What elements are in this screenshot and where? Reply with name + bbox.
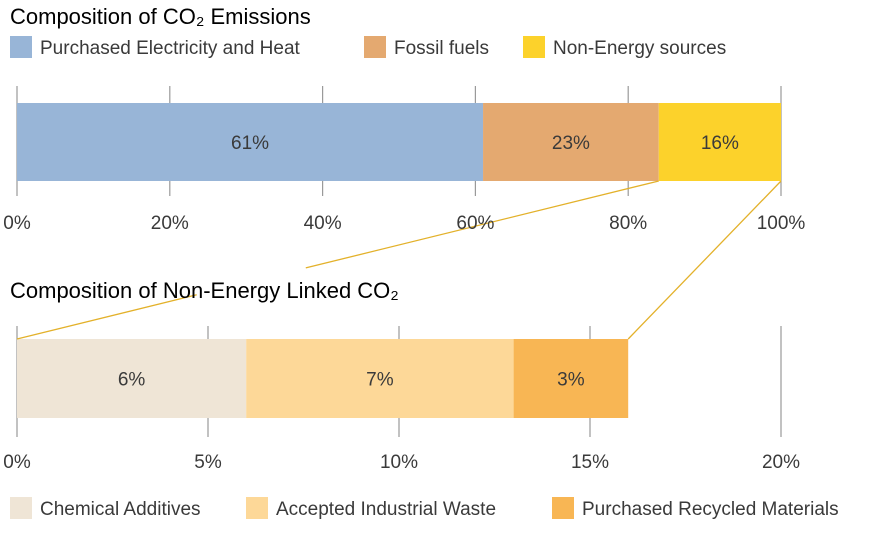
chart-1-tick-label: 80% <box>609 213 647 234</box>
chart-2-data-label: 6% <box>118 370 146 391</box>
chart-2-legend-label: Chemical Additives <box>40 499 201 520</box>
chart-1-bar-segment <box>17 103 484 181</box>
chart-2-legend-swatch <box>552 497 574 519</box>
chart-1-data-label: 23% <box>552 133 590 154</box>
chart-2-tick-label: 0% <box>3 452 31 473</box>
chart-2-title: Composition of Non-Energy Linked CO₂ <box>10 278 399 303</box>
chart-2-legend-swatch <box>10 497 32 519</box>
chart-1-data-label: 61% <box>231 133 269 154</box>
chart-1-legend-label: Fossil fuels <box>394 38 489 59</box>
connector-right <box>627 180 782 340</box>
chart-1-bar-segment <box>483 103 659 181</box>
chart-2-bar-segment <box>246 339 514 418</box>
chart-2-tick-label: 5% <box>194 452 222 473</box>
chart-2-legend-swatch <box>246 497 268 519</box>
chart-2-data-label: 7% <box>366 370 394 391</box>
chart-2-tick-label: 20% <box>762 452 800 473</box>
chart-1-title: Composition of CO₂ Emissions <box>10 4 311 29</box>
chart-1-legend-label: Non-Energy sources <box>553 38 726 59</box>
connector-left-upper <box>305 180 659 269</box>
chart-1-tick-label: 40% <box>304 213 342 234</box>
connector-left-lower <box>16 294 197 340</box>
chart-1-tick-label: 0% <box>3 213 31 234</box>
chart-2-bar-segment <box>513 339 629 418</box>
chart-2-bar-segment <box>17 339 247 418</box>
chart-2-tick-label: 15% <box>571 452 609 473</box>
chart-1-tick-label: 20% <box>151 213 189 234</box>
chart-1-legend-label: Purchased Electricity and Heat <box>40 38 301 59</box>
chart-1-bar-segment <box>658 103 781 181</box>
chart-1-legend-swatch <box>523 36 545 58</box>
chart-2-legend-label: Accepted Industrial Waste <box>276 499 496 520</box>
chart-2-tick-label: 10% <box>380 452 418 473</box>
chart-2-legend-label: Purchased Recycled Materials <box>582 499 839 520</box>
chart-2-data-label: 3% <box>557 370 585 391</box>
chart-1-tick-label: 100% <box>757 213 806 234</box>
chart-1-tick-label: 60% <box>456 213 494 234</box>
chart-1-data-label: 16% <box>701 133 739 154</box>
chart-1-legend-swatch <box>364 36 386 58</box>
chart-1-legend-swatch <box>10 36 32 58</box>
